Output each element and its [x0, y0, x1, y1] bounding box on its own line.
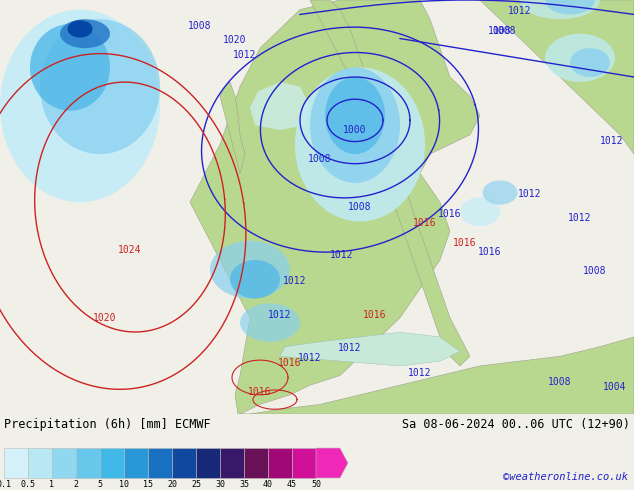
Ellipse shape	[545, 34, 615, 82]
Text: Sa 08-06-2024 00..06 UTC (12+90): Sa 08-06-2024 00..06 UTC (12+90)	[402, 418, 630, 431]
Bar	[124, 448, 148, 478]
Text: 1012: 1012	[283, 276, 307, 286]
Text: 1000: 1000	[343, 125, 366, 135]
Bar	[268, 448, 292, 478]
Text: 1024: 1024	[119, 245, 142, 255]
Bar	[196, 448, 220, 478]
Text: 1008: 1008	[583, 267, 607, 276]
Ellipse shape	[0, 10, 160, 202]
Polygon shape	[220, 82, 245, 173]
Text: 1020: 1020	[93, 313, 117, 323]
Ellipse shape	[295, 68, 425, 221]
Bar	[52, 448, 76, 478]
Ellipse shape	[60, 19, 110, 48]
Bar	[76, 448, 100, 478]
Ellipse shape	[30, 24, 110, 111]
Polygon shape	[240, 337, 634, 414]
Text: 1008: 1008	[493, 25, 517, 36]
Text: 1008: 1008	[488, 25, 512, 36]
Text: 1012: 1012	[508, 6, 532, 17]
Ellipse shape	[570, 48, 610, 77]
Text: 1012: 1012	[408, 368, 432, 377]
Text: 25: 25	[191, 480, 201, 489]
Ellipse shape	[545, 0, 595, 14]
Polygon shape	[250, 82, 310, 130]
Text: 1016: 1016	[478, 247, 501, 257]
Bar	[28, 448, 52, 478]
Text: 5: 5	[98, 480, 103, 489]
Bar	[292, 448, 316, 478]
Text: 2: 2	[74, 480, 79, 489]
Text: 0.1: 0.1	[0, 480, 11, 489]
Ellipse shape	[325, 77, 385, 154]
Ellipse shape	[210, 241, 290, 298]
Text: 40: 40	[263, 480, 273, 489]
Text: 1020: 1020	[223, 35, 247, 46]
Text: 1004: 1004	[603, 382, 627, 392]
Text: 1012: 1012	[268, 310, 292, 320]
Bar	[4, 448, 28, 478]
Ellipse shape	[40, 19, 160, 154]
Text: Precipitation (6h) [mm] ECMWF: Precipitation (6h) [mm] ECMWF	[4, 418, 210, 431]
Text: 45: 45	[287, 480, 297, 489]
Text: 1012: 1012	[568, 214, 592, 223]
Text: 50: 50	[311, 480, 321, 489]
Text: 1008: 1008	[308, 154, 332, 164]
Text: 30: 30	[215, 480, 225, 489]
Polygon shape	[316, 448, 348, 478]
Polygon shape	[280, 332, 460, 366]
Text: 1012: 1012	[600, 136, 624, 147]
Text: 1012: 1012	[233, 50, 257, 60]
Bar	[220, 448, 244, 478]
Bar	[244, 448, 268, 478]
Text: 1016: 1016	[249, 387, 272, 397]
Text: 20: 20	[167, 480, 177, 489]
Bar	[148, 448, 172, 478]
Text: 1008: 1008	[548, 377, 572, 387]
Text: 1008: 1008	[188, 21, 212, 31]
Ellipse shape	[520, 0, 600, 19]
Text: 1012: 1012	[518, 190, 541, 199]
Ellipse shape	[230, 260, 280, 298]
Text: 35: 35	[239, 480, 249, 489]
Text: 1012: 1012	[298, 353, 321, 363]
Text: 1016: 1016	[278, 358, 302, 368]
Ellipse shape	[482, 180, 517, 205]
Polygon shape	[310, 0, 470, 366]
Ellipse shape	[460, 197, 500, 226]
Text: 1012: 1012	[330, 250, 354, 260]
Ellipse shape	[67, 20, 93, 38]
Text: 1012: 1012	[339, 343, 362, 353]
Text: 10: 10	[119, 480, 129, 489]
Text: 1008: 1008	[348, 202, 372, 212]
Text: 1016: 1016	[438, 209, 462, 219]
Text: 1: 1	[49, 480, 55, 489]
Ellipse shape	[310, 68, 400, 183]
Text: ©weatheronline.co.uk: ©weatheronline.co.uk	[503, 472, 628, 482]
Text: 1016: 1016	[413, 218, 437, 228]
Bar	[100, 448, 124, 478]
Text: 1016: 1016	[363, 310, 387, 320]
Bar	[172, 448, 196, 478]
Text: 15: 15	[143, 480, 153, 489]
Ellipse shape	[240, 303, 300, 342]
Text: 1016: 1016	[453, 238, 477, 247]
Polygon shape	[190, 0, 480, 414]
Polygon shape	[60, 19, 120, 46]
Polygon shape	[480, 0, 634, 154]
Text: 0.5: 0.5	[20, 480, 36, 489]
